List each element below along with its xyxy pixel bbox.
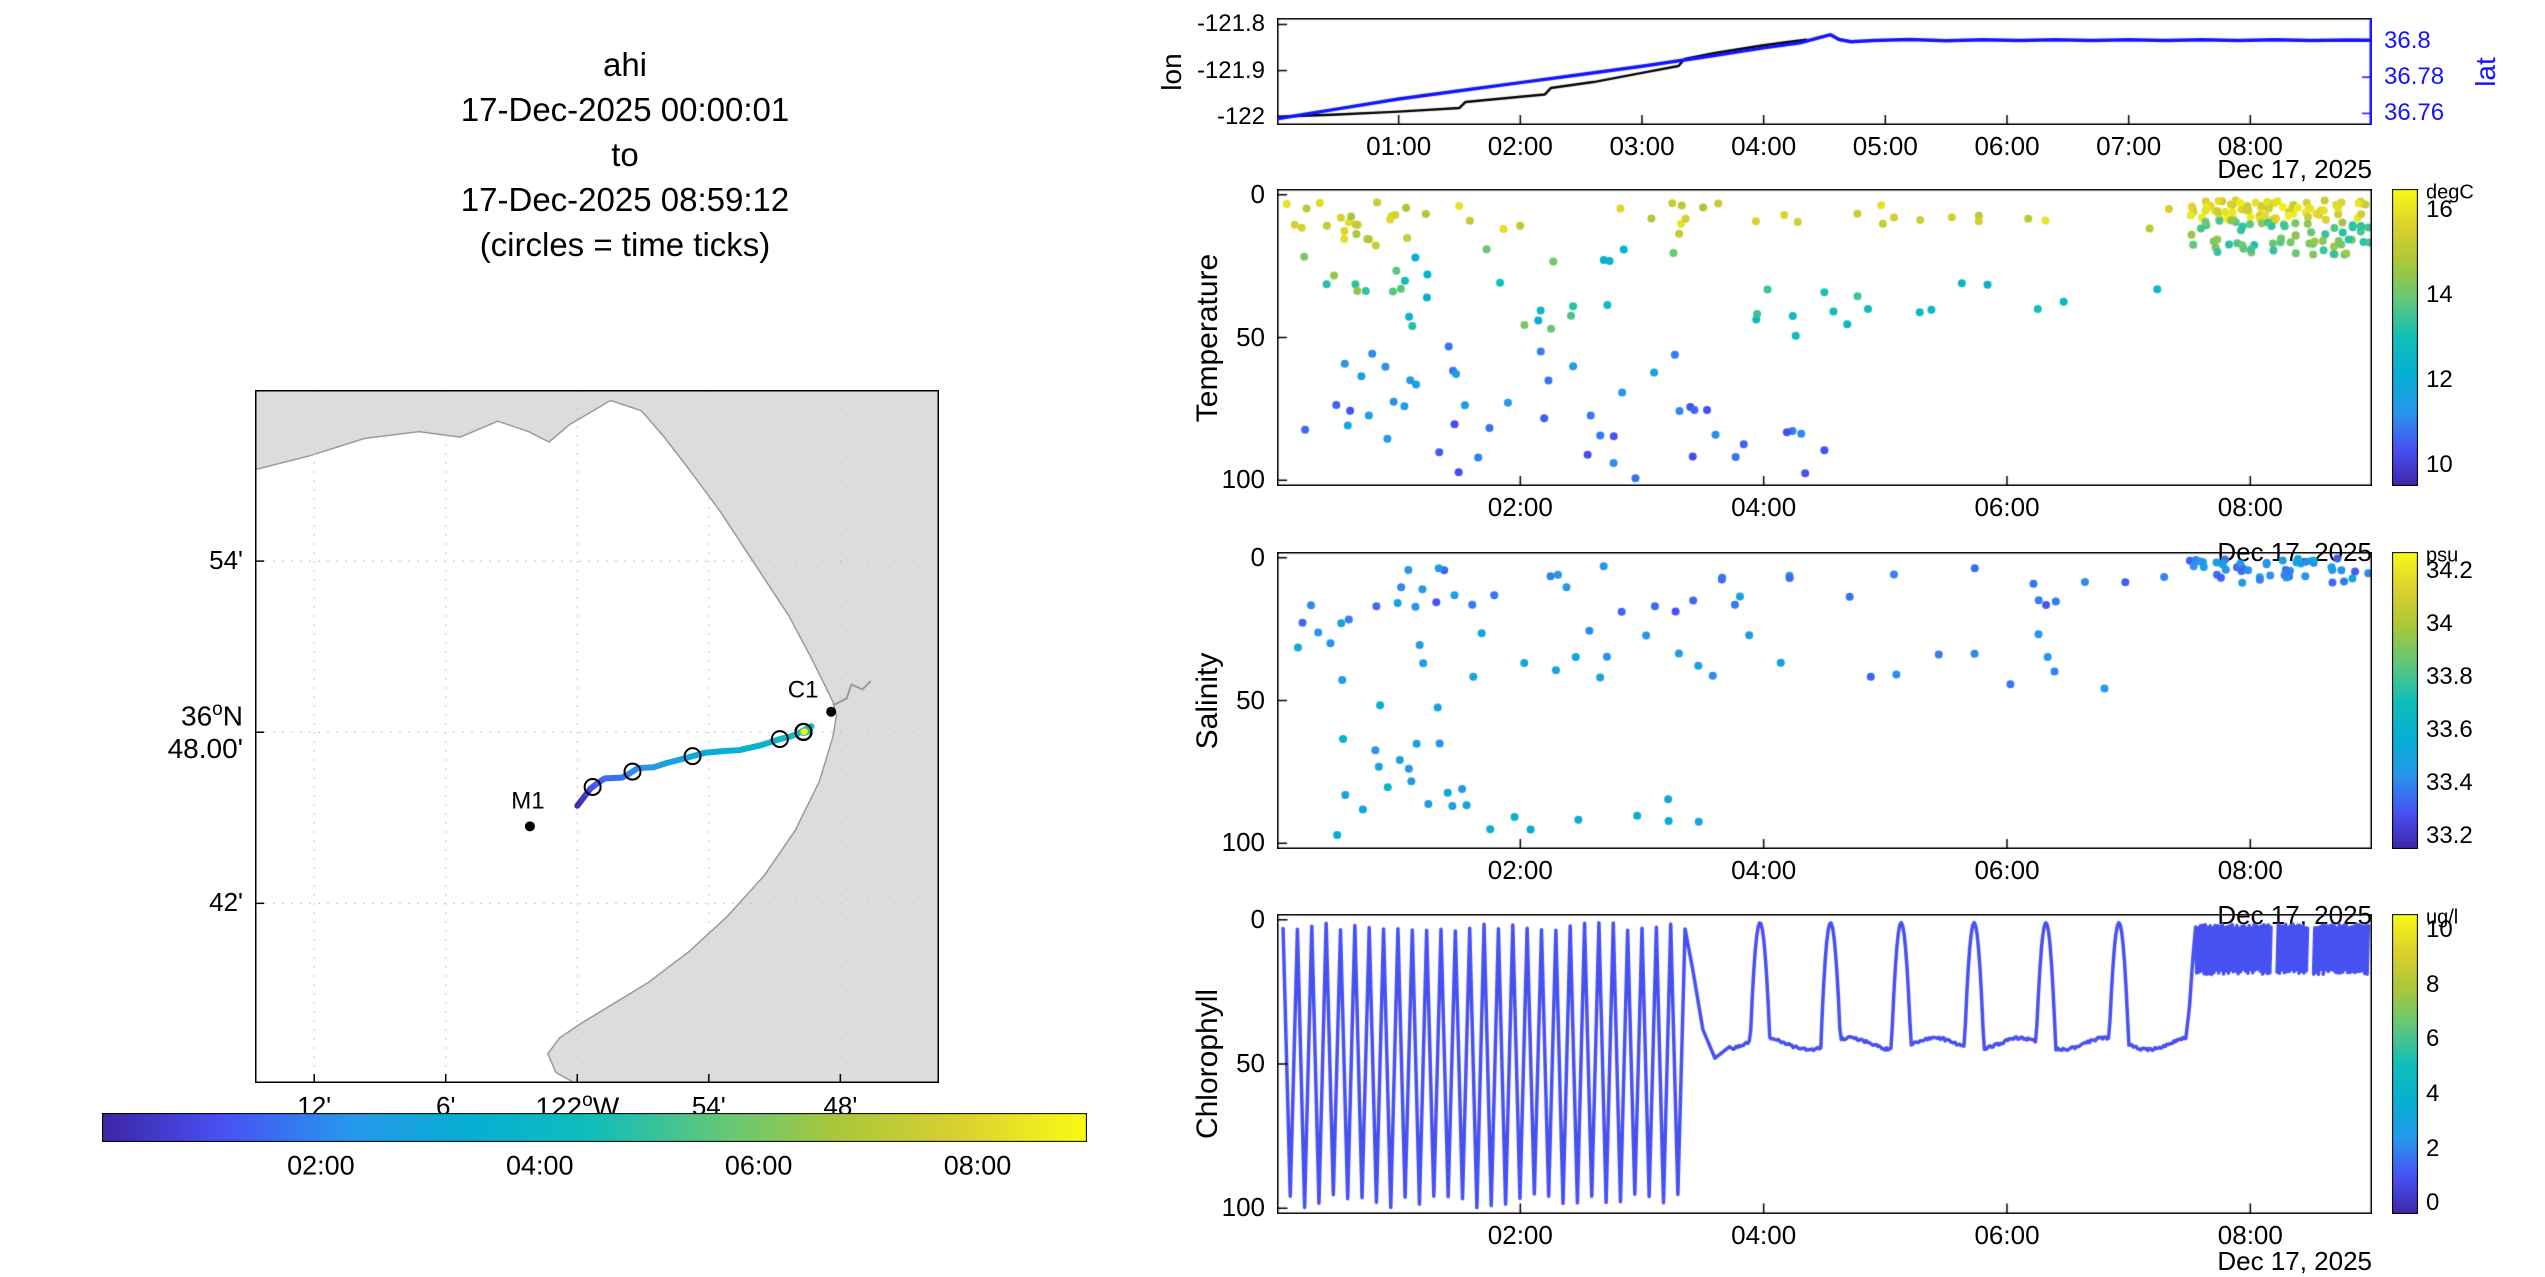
y-axis-label: Temperature <box>1191 253 1226 421</box>
colorbar-tick-label: 33.4 <box>2426 769 2473 797</box>
depth-tick-label: 50 <box>1236 686 1265 716</box>
nav-date-label: Dec 17, 2025 <box>2217 155 2372 185</box>
lat-tick-label: 36.8 <box>2384 27 2431 55</box>
time-colorbar-tick-label: 04:00 <box>506 1150 574 1181</box>
nav-x-tick-label: 02:00 <box>1488 132 1553 162</box>
depth-tick-label: 100 <box>1222 828 1265 858</box>
x-tick-label: 06:00 <box>1974 493 2039 523</box>
time-colorbar-tick-label: 08:00 <box>944 1150 1012 1181</box>
marker-label-M1: M1 <box>511 787 544 814</box>
time-colorbar-tick-label: 02:00 <box>287 1150 355 1181</box>
depth-tick-label: 100 <box>1222 1193 1265 1223</box>
map-y-tick-label: 42' <box>209 888 243 918</box>
x-tick-label: 02:00 <box>1488 493 1553 523</box>
x-tick-label: 08:00 <box>2218 856 2283 886</box>
lon-tick-label: -121.9 <box>1197 57 1265 85</box>
temperature-chart <box>1277 189 2372 486</box>
marker-M1 <box>525 821 535 831</box>
x-tick-label: 04:00 <box>1731 856 1796 886</box>
x-tick-label: 02:00 <box>1488 1221 1553 1251</box>
depth-tick-label: 50 <box>1236 1049 1265 1079</box>
salinity-colorbar <box>2392 552 2418 849</box>
date-label: Dec 17, 2025 <box>2217 1247 2372 1277</box>
colorbar-tick-label: 33.6 <box>2426 716 2473 744</box>
nav-lonlat-chart <box>1277 18 2372 125</box>
colorbar-tick-label: 10 <box>2426 917 2453 945</box>
lat-tick-label: 36.76 <box>2384 100 2444 128</box>
temperature-colorbar <box>2392 189 2418 486</box>
salinity-chart <box>1277 552 2372 849</box>
marker-C1 <box>826 707 836 717</box>
lat-tick-label: 36.78 <box>2384 63 2444 91</box>
colorbar-tick-label: 34 <box>2426 610 2453 638</box>
marker-label-C1: C1 <box>788 677 819 704</box>
x-tick-label: 02:00 <box>1488 856 1553 886</box>
x-tick-label: 06:00 <box>1974 856 2039 886</box>
depth-tick-label: 0 <box>1251 543 1265 573</box>
lon-axis-label: lon <box>1156 53 1188 90</box>
nav-x-tick-label: 03:00 <box>1609 132 1674 162</box>
chlorophyll-chart <box>1277 914 2372 1214</box>
nav-x-tick-label: 05:00 <box>1853 132 1918 162</box>
x-tick-label: 06:00 <box>1974 1221 2039 1251</box>
vehicle-track-segment <box>667 758 687 763</box>
y-axis-label: Chlorophyll <box>1191 989 1226 1139</box>
colorbar-tick-label: 33.8 <box>2426 663 2473 691</box>
land <box>255 390 939 1083</box>
map-y-tick-label: 54' <box>209 546 243 576</box>
depth-tick-label: 50 <box>1236 323 1265 353</box>
x-tick-label: 04:00 <box>1731 493 1796 523</box>
colorbar-tick-label: 16 <box>2426 196 2453 224</box>
colorbar-tick-label: 2 <box>2426 1135 2439 1163</box>
depth-tick-label: 100 <box>1222 465 1265 495</box>
colorbar-tick-label: 6 <box>2426 1026 2439 1054</box>
colorbar-tick-label: 0 <box>2426 1189 2439 1217</box>
nav-x-tick-label: 06:00 <box>1974 132 2039 162</box>
time-colorbar <box>102 1113 1087 1142</box>
y-axis-label: Salinity <box>1191 652 1226 749</box>
lat-axis-label: lat <box>2470 57 2502 87</box>
track-map: M1 C1 <box>255 390 939 1083</box>
depth-tick-label: 0 <box>1251 180 1265 210</box>
colorbar-tick-label: 34.2 <box>2426 557 2473 585</box>
colorbar-tick-label: 8 <box>2426 971 2439 999</box>
depth-tick-label: 0 <box>1251 905 1265 935</box>
time-colorbar-tick-label: 06:00 <box>725 1150 793 1181</box>
colorbar-tick-label: 10 <box>2426 451 2453 479</box>
lon-tick-label: -122 <box>1217 103 1265 131</box>
nav-x-tick-label: 01:00 <box>1366 132 1431 162</box>
x-tick-label: 08:00 <box>2218 493 2283 523</box>
vehicle-track-segment <box>739 745 761 750</box>
colorbar-tick-label: 14 <box>2426 281 2453 309</box>
lon-tick-label: -121.8 <box>1197 11 1265 39</box>
colorbar-tick-label: 33.2 <box>2426 822 2473 850</box>
colorbar-tick-label: 4 <box>2426 1080 2439 1108</box>
colorbar-tick-label: 12 <box>2426 366 2453 394</box>
x-tick-label: 04:00 <box>1731 1221 1796 1251</box>
nav-x-tick-label: 04:00 <box>1731 132 1796 162</box>
nav-x-tick-label: 07:00 <box>2096 132 2161 162</box>
chlorophyll-colorbar <box>2392 914 2418 1214</box>
